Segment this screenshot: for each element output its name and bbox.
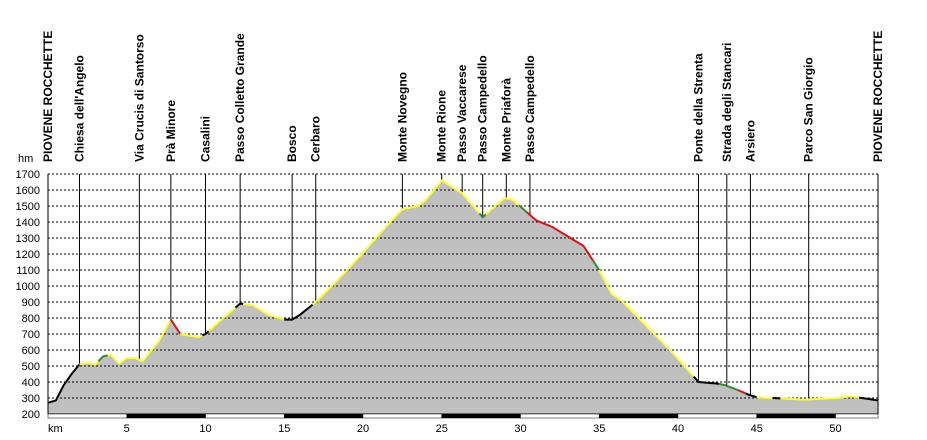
waypoint-label-6: Bosco: [285, 125, 299, 162]
profile-segment-15: [526, 211, 594, 261]
profile-area-layer: [48, 180, 878, 414]
profile-area: [48, 180, 878, 414]
waypoint-label-16: Arsiero: [743, 120, 757, 162]
profile-segment-4: [169, 319, 182, 335]
waypoint-label-12: Monte Priaforà: [499, 78, 513, 162]
y-tick-label-800: 800: [22, 313, 40, 325]
waypoint-label-14: Ponte della Strenta: [691, 53, 705, 162]
y-tick-label-1400: 1400: [16, 217, 40, 229]
y-tick-label-1700: 1700: [16, 169, 40, 181]
y-tick-label-200: 200: [22, 409, 40, 421]
y-tick-label-700: 700: [22, 329, 40, 341]
y-tick-label-400: 400: [22, 377, 40, 389]
x-tick-label-35: 35: [593, 423, 605, 435]
profile-segment-19: [718, 382, 739, 391]
waypoint-lines-layer: [78, 174, 810, 400]
scale-bar-3: [283, 413, 364, 419]
profile-segment-22: [756, 396, 773, 399]
profile-segment-11: [311, 179, 481, 306]
scale-bar-6: [520, 413, 600, 419]
x-tick-label-10: 10: [199, 423, 211, 435]
waypoint-labels-layer: PIOVENE ROCCHETTE Chiesa dell'Angelo Via C…: [41, 31, 885, 162]
waypoint-label-18: PIOVENE ROCCHETTE: [871, 31, 885, 162]
profile-segment-16: [592, 259, 601, 271]
scale-bar-10: [835, 413, 879, 419]
waypoint-label-9: Monte Rione: [435, 90, 449, 162]
profile-segment-12: [478, 212, 487, 219]
waypoint-label-11: Passo Campedello: [476, 55, 490, 162]
profile-segment-10: [284, 303, 314, 321]
waypoint-label-8: Monte Novegno: [395, 72, 409, 162]
y-axis-label: hm: [18, 153, 33, 165]
scale-bar-7: [598, 413, 679, 419]
profile-segment-7: [207, 306, 237, 332]
profile-segment-8: [234, 302, 244, 309]
x-tick-label-50: 50: [829, 423, 841, 435]
scale-bar-4: [362, 413, 442, 419]
y-tick-label-1300: 1300: [16, 233, 40, 245]
waypoint-label-15: Strada degli Stancari: [720, 43, 734, 162]
y-tick-label-600: 600: [22, 345, 40, 357]
y-tick-label-1600: 1600: [16, 185, 40, 197]
profile-segment-25: [858, 396, 879, 402]
x-axis-label: km: [48, 423, 63, 435]
waypoint-label-3: Prà Minore: [164, 100, 178, 162]
y-tick-label-900: 900: [22, 297, 40, 309]
profile-segment-3: [107, 319, 172, 365]
x-tick-label-15: 15: [278, 423, 290, 435]
profile-segment-6: [201, 330, 210, 337]
scale-bar-9: [756, 413, 836, 419]
x-tick-label-25: 25: [436, 423, 448, 435]
waypoint-label-10: Passo Vaccarese: [455, 64, 469, 162]
profile-segment-13: [485, 197, 520, 216]
profile-segment-14: [518, 204, 528, 213]
y-tick-label-500: 500: [22, 361, 40, 373]
waypoint-label-2: Via Crucis di Santorso: [132, 34, 146, 162]
waypoint-label-1: Chiesa dell'Angelo: [72, 55, 86, 162]
waypoint-label-5: Passo Colletto Grande: [233, 33, 247, 162]
y-tick-label-1100: 1100: [16, 265, 40, 277]
profile-segment-20: [737, 389, 747, 395]
waypoint-label-13: Passo Campedello: [523, 55, 537, 162]
profile-segment-24: [780, 395, 860, 401]
y-tick-label-1200: 1200: [16, 249, 40, 261]
x-tick-label-30: 30: [514, 423, 526, 435]
profile-segment-9: [243, 303, 285, 321]
profile-segment-21: [745, 392, 757, 399]
axes-layer: 200 300 400 500 600 700 800 900 1000 1100 1200 1300…: [16, 169, 879, 435]
profile-segment-1: [79, 360, 100, 366]
profile-segment-17: [598, 269, 695, 378]
y-tick-label-1500: 1500: [16, 201, 40, 213]
profile-line-layer: [47, 179, 879, 404]
profile-segment-5: [180, 333, 203, 339]
y-tick-label-300: 300: [22, 393, 40, 405]
scale-bar-1: [126, 413, 206, 419]
scale-bar-5: [441, 413, 521, 419]
profile-segment-18: [692, 375, 720, 385]
y-tick-label-1000: 1000: [16, 281, 40, 293]
waypoint-label-17: Parco San Giorgio: [802, 57, 816, 162]
profile-segment-2: [97, 354, 109, 362]
x-tick-label-5: 5: [124, 423, 130, 435]
waypoint-label-0: PIOVENE ROCCHETTE: [41, 31, 55, 162]
x-tick-label-40: 40: [672, 423, 684, 435]
waypoint-label-4: Casalini: [198, 116, 212, 162]
scale-bar-2: [205, 413, 285, 419]
x-tick-label-20: 20: [357, 423, 369, 435]
scale-bar-0: [47, 413, 127, 419]
waypoint-label-7: Cerbaro: [309, 116, 323, 162]
x-tick-label-45: 45: [751, 423, 763, 435]
profile-segment-0: [47, 363, 81, 404]
scale-bar-8: [677, 413, 757, 419]
